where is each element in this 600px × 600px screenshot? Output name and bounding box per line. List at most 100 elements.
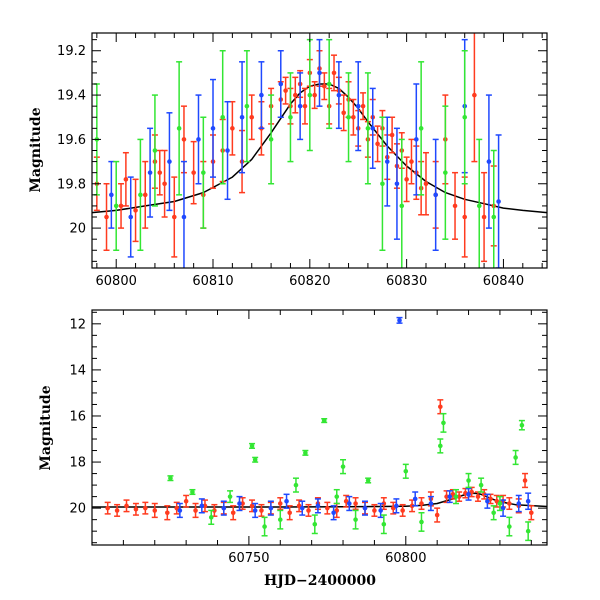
bottom-marker bbox=[315, 503, 321, 509]
bottom-marker bbox=[513, 455, 518, 460]
bottom-series-1-point-6 bbox=[283, 493, 290, 509]
top-series-2-point-15 bbox=[398, 138, 405, 268]
bottom-marker bbox=[299, 505, 305, 511]
top-marker bbox=[230, 126, 235, 131]
top-marker bbox=[399, 203, 405, 209]
bottom-series-0-point-43 bbox=[481, 488, 488, 500]
top-series-2-point-4 bbox=[176, 61, 183, 196]
top-series-2-point-2 bbox=[137, 138, 144, 252]
top-series-2-point-11 bbox=[326, 38, 333, 130]
top-series-0-point-23 bbox=[292, 76, 299, 114]
top-marker bbox=[162, 181, 167, 187]
bottom-series-2-point-29 bbox=[525, 521, 532, 542]
top-series-1-point-18 bbox=[413, 83, 420, 196]
top-marker bbox=[375, 141, 380, 147]
top-y-axis-title: Magnitude bbox=[28, 107, 44, 192]
bottom-series-0-point-0 bbox=[104, 501, 111, 515]
top-series-0-point-46 bbox=[403, 156, 410, 203]
bottom-series-0-point-10 bbox=[201, 499, 208, 513]
top-marker bbox=[302, 103, 308, 109]
bottom-marker bbox=[478, 482, 484, 488]
bottom-series-2-point-10 bbox=[311, 514, 318, 535]
top-marker bbox=[409, 159, 414, 164]
bottom-marker bbox=[466, 478, 471, 483]
top-series-0-point-37 bbox=[360, 92, 367, 121]
top-marker bbox=[220, 114, 225, 120]
bottom-marker bbox=[212, 508, 217, 513]
bottom-marker bbox=[199, 503, 205, 509]
top-series-2-point-19 bbox=[476, 138, 483, 268]
bottom-series-0-point-35 bbox=[434, 507, 441, 523]
top-series-1-point-1 bbox=[127, 176, 134, 258]
bottom-series-1-point-14 bbox=[396, 316, 403, 324]
top-marker bbox=[268, 137, 274, 142]
top-marker bbox=[360, 103, 366, 109]
bottom-series-0-point-6 bbox=[164, 505, 171, 521]
bottom-series-0-point-23 bbox=[324, 501, 331, 515]
bottom-plot-area bbox=[92, 316, 547, 542]
bottom-series-2 bbox=[167, 412, 532, 542]
bottom-series-0-point-29 bbox=[380, 497, 387, 511]
bottom-series-0-point-9 bbox=[192, 502, 199, 519]
bottom-xtick-label: 60750 bbox=[228, 551, 269, 566]
bottom-marker bbox=[347, 501, 352, 506]
top-ytick-label: 19.4 bbox=[57, 89, 86, 104]
bottom-marker bbox=[525, 498, 531, 504]
top-marker bbox=[123, 177, 129, 182]
top-marker bbox=[404, 177, 409, 182]
top-marker bbox=[496, 199, 501, 204]
bottom-marker bbox=[268, 505, 274, 511]
bottom-ytick-label: 20 bbox=[69, 502, 86, 517]
top-series-0-point-56 bbox=[481, 171, 488, 263]
bottom-axes: 60750 60800 12 14 16 18 20 bbox=[69, 310, 547, 566]
top-series-1-point-22 bbox=[495, 134, 502, 268]
bottom-ytick-label: 14 bbox=[69, 363, 86, 378]
bottom-series-2-point-26 bbox=[506, 516, 513, 537]
bottom-series-1-point-15 bbox=[412, 491, 419, 507]
bottom-marker bbox=[434, 512, 440, 518]
top-series-0-point-35 bbox=[350, 98, 357, 136]
top-marker bbox=[414, 137, 419, 142]
bottom-series-0-point-33 bbox=[418, 497, 425, 511]
bottom-series-1-point-10 bbox=[346, 495, 353, 512]
bottom-series-2-point-22 bbox=[465, 472, 472, 489]
top-marker bbox=[365, 126, 371, 131]
bottom-marker bbox=[105, 505, 110, 511]
top-series-2 bbox=[93, 38, 497, 268]
top-marker bbox=[196, 137, 201, 142]
bottom-series-0-point-18 bbox=[277, 497, 284, 511]
bottom-marker bbox=[397, 318, 402, 323]
top-marker bbox=[322, 83, 327, 89]
bottom-ytick-label: 16 bbox=[69, 409, 86, 424]
bottom-marker bbox=[133, 506, 139, 512]
bottom-series-2-point-15 bbox=[365, 477, 372, 484]
top-marker bbox=[336, 92, 342, 98]
bottom-xtick-label: 60800 bbox=[385, 551, 426, 566]
top-marker bbox=[307, 92, 313, 98]
top-marker bbox=[423, 181, 429, 187]
bottom-series-2-point-21 bbox=[453, 488, 459, 505]
top-series-0-point-40 bbox=[374, 125, 381, 163]
bottom-marker bbox=[491, 510, 496, 516]
bottom-marker bbox=[165, 510, 170, 516]
bottom-series-2-point-14 bbox=[352, 509, 359, 530]
bottom-marker bbox=[497, 501, 503, 506]
bottom-marker bbox=[193, 508, 198, 513]
bottom-series-0-point-7 bbox=[173, 501, 180, 515]
bottom-series-1-point-21 bbox=[515, 494, 522, 513]
top-marker bbox=[171, 214, 177, 220]
top-marker bbox=[201, 170, 206, 175]
bottom-series-0-point-26 bbox=[352, 497, 359, 511]
bottom-marker bbox=[230, 510, 236, 516]
bottom-series-2-point-23 bbox=[478, 477, 485, 493]
bottom-marker bbox=[353, 501, 358, 506]
top-marker bbox=[176, 126, 182, 131]
bottom-marker bbox=[507, 501, 512, 506]
top-clipped bbox=[92, 33, 547, 268]
bottom-marker bbox=[340, 464, 346, 469]
bottom-x-axis-title: HJD−2400000 bbox=[264, 573, 376, 589]
top-series-0-point-50 bbox=[422, 151, 429, 216]
bottom-series-2-point-13 bbox=[340, 459, 347, 475]
top-series-2-point-14 bbox=[379, 116, 386, 252]
bottom-marker bbox=[362, 505, 368, 511]
